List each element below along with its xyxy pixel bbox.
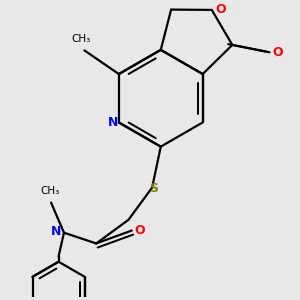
Text: N: N xyxy=(51,225,62,238)
Text: CH₃: CH₃ xyxy=(40,186,60,196)
Text: CH₃: CH₃ xyxy=(72,34,91,44)
Text: O: O xyxy=(134,224,145,237)
Text: O: O xyxy=(215,3,226,16)
Text: N: N xyxy=(108,116,119,129)
Text: O: O xyxy=(273,46,283,59)
Text: S: S xyxy=(149,182,158,195)
